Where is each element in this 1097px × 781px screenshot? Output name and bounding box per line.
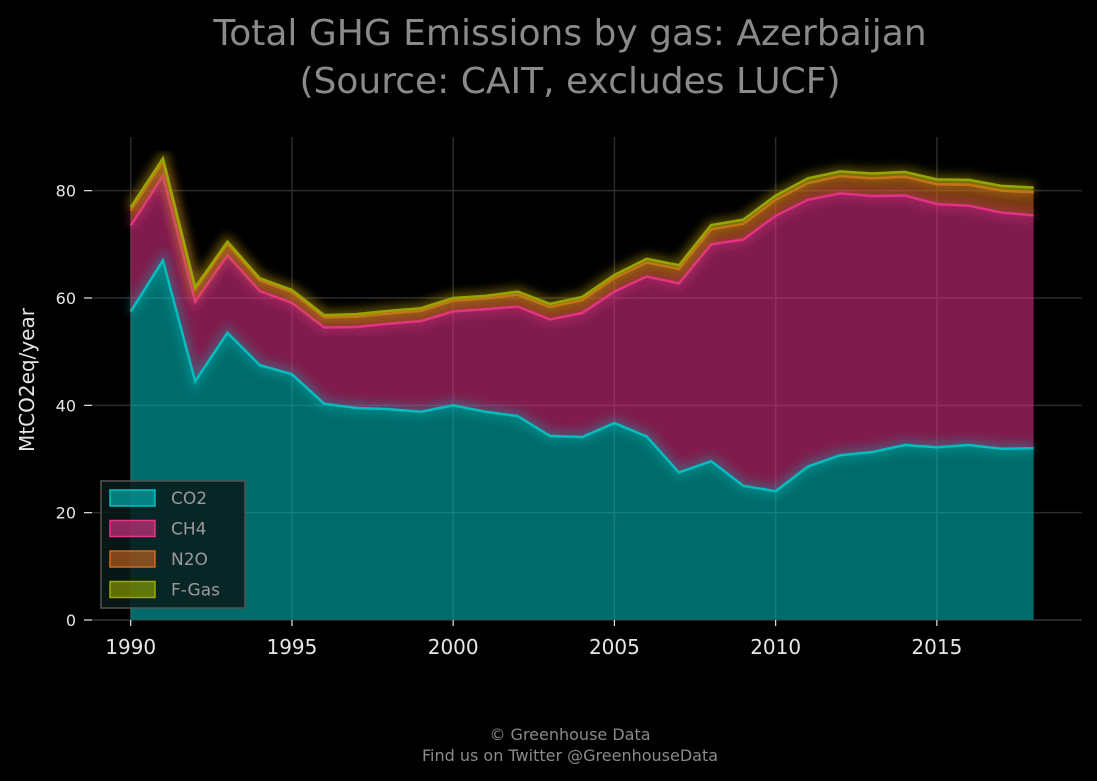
legend-label-co2: CO2 (171, 489, 207, 509)
x-tick-label: 2015 (911, 635, 962, 659)
legend-label-ch4: CH4 (171, 520, 206, 540)
legend-swatch-f-gas (109, 580, 156, 599)
chart-subtitle: (Source: CAIT, excludes LUCF) (299, 61, 840, 102)
legend-label-f-gas: F-Gas (171, 581, 220, 601)
series-line-co2 (129, 257, 1034, 493)
y-axis-label: MtCO2eq/year (15, 307, 39, 452)
series-line-ch4 (129, 172, 1034, 329)
stacked-areas (126, 146, 1035, 620)
legend-swatch-n2o (109, 550, 156, 568)
area-ch4 (130, 175, 1034, 492)
y-tick-label: 40 (56, 396, 76, 415)
series-line-f-gas (129, 155, 1034, 317)
y-tick-label: 0 (66, 611, 76, 630)
x-tick-label: 1990 (105, 635, 156, 659)
credit-twitter: Find us on Twitter @GreenhouseData (422, 746, 718, 765)
y-axis: 0 20 40 60 80 (56, 182, 92, 630)
y-tick-label: 80 (56, 182, 76, 201)
x-axis: 1990 1995 2000 2005 2010 2015 (92, 619, 1082, 659)
legend: CO2 CH4 N2O F-Gas (100, 480, 246, 609)
x-tick-label: 2005 (589, 635, 640, 659)
x-tick-label: 2000 (428, 635, 479, 659)
x-tick-label: 1995 (266, 635, 317, 659)
legend-swatch-ch4 (109, 519, 156, 538)
chart-title: Total GHG Emissions by gas: Azerbaijan (212, 13, 926, 54)
y-tick-label: 20 (56, 504, 76, 523)
y-tick-label: 60 (56, 289, 76, 308)
legend-label-n2o: N2O (171, 550, 208, 570)
credit-copyright: © Greenhouse Data (489, 725, 650, 744)
x-tick-label: 2010 (750, 635, 801, 659)
legend-swatch-co2 (109, 489, 156, 507)
